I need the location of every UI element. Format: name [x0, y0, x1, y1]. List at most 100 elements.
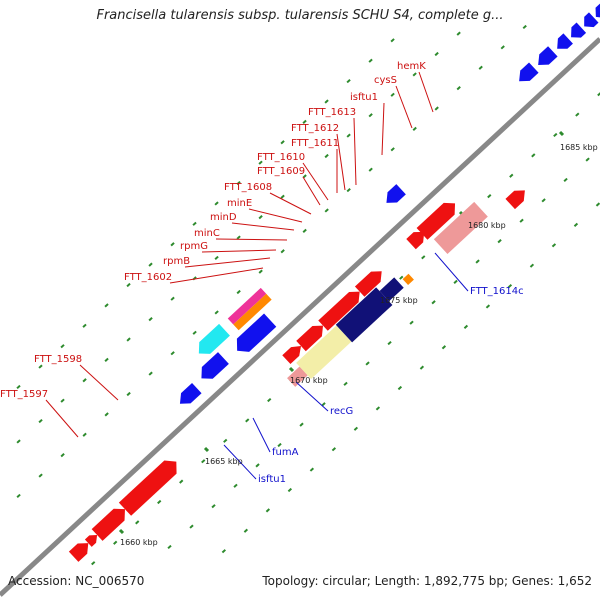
major-tick — [288, 366, 295, 373]
scale-label: 1665 kbp — [205, 457, 243, 466]
gene-label-ftt_1610: FTT_1610 — [257, 152, 305, 163]
minor-tick — [431, 300, 436, 305]
gene-rpmB — [282, 346, 302, 365]
label-leader — [169, 267, 264, 284]
scale-label: 1685 kbp — [560, 143, 598, 152]
gene-recG — [236, 313, 277, 352]
major-tick — [118, 528, 125, 535]
minor-tick — [223, 438, 228, 443]
minor-tick — [522, 24, 527, 30]
minor-tick — [255, 463, 260, 468]
minor-tick — [104, 303, 109, 308]
minor-tick — [265, 508, 271, 513]
gene-label-rpmb: rpmB — [163, 256, 190, 267]
label-leader — [434, 252, 469, 292]
gene-cysS-small — [406, 231, 425, 250]
label-leader — [79, 364, 119, 401]
minor-tick — [104, 412, 109, 417]
minor-tick — [324, 153, 329, 159]
minor-tick — [277, 442, 282, 448]
minor-tick — [485, 304, 491, 309]
map-title: Francisella tularensis subsp. tularensis… — [96, 8, 504, 23]
minor-tick — [390, 38, 395, 43]
minor-tick — [280, 140, 285, 145]
gene-features — [68, 3, 600, 562]
minor-tick — [258, 160, 263, 165]
gene-ftt-1610 — [379, 277, 404, 302]
minor-tick — [375, 406, 381, 411]
label-leader — [215, 238, 288, 241]
minor-tick — [390, 92, 395, 97]
gene-label-ftt_1602: FTT_1602 — [124, 272, 172, 283]
label-leader — [302, 162, 329, 201]
minor-tick — [214, 255, 219, 261]
minor-tick — [113, 540, 118, 545]
minor-tick — [214, 201, 219, 206]
gene-label-mine: minE — [227, 198, 252, 209]
minor-tick — [302, 228, 307, 233]
minor-tick — [453, 279, 458, 284]
label-leader — [353, 117, 357, 186]
minor-tick — [82, 432, 87, 437]
minor-tick — [179, 479, 184, 484]
gene-label-isftu1: isftu1 — [258, 474, 286, 485]
minor-tick — [434, 51, 439, 57]
minor-tick — [324, 99, 329, 104]
gene-right-1 — [538, 46, 558, 65]
gene-fumA — [201, 352, 229, 379]
minor-tick — [38, 418, 43, 424]
minor-tick — [509, 173, 514, 178]
minor-tick — [211, 504, 216, 509]
minor-tick — [60, 398, 65, 403]
minor-tick — [519, 218, 524, 223]
minor-tick — [233, 483, 238, 488]
gene-label-ftt_1614c: FTT_1614c — [470, 286, 524, 297]
minor-tick — [456, 86, 461, 91]
minor-tick — [331, 447, 337, 452]
minor-tick — [170, 296, 175, 301]
minor-tick — [236, 235, 241, 240]
gene-ftt-1597b — [84, 535, 98, 547]
gene-rpmG — [296, 325, 324, 352]
minor-tick — [258, 269, 263, 274]
gene-ftt-1598b — [118, 460, 177, 516]
label-leader — [395, 85, 413, 129]
minor-tick — [346, 78, 351, 84]
gene-fumA-b — [198, 323, 230, 354]
minor-tick — [365, 361, 370, 366]
minor-tick — [409, 320, 414, 325]
minor-tick — [573, 222, 579, 227]
minor-tick — [368, 113, 373, 118]
minor-tick — [368, 58, 373, 63]
gene-ftt-1598 — [91, 508, 125, 541]
gene-label-ftt_1609: FTT_1609 — [257, 166, 305, 177]
major-tick — [558, 130, 565, 137]
minor-tick — [126, 282, 131, 288]
minor-tick — [236, 180, 241, 186]
minor-tick — [287, 487, 293, 493]
label-leader — [381, 102, 385, 156]
minor-tick — [419, 365, 425, 370]
minor-tick — [82, 378, 87, 383]
gene-label-ftt_1597: FTT_1597 — [0, 389, 48, 400]
gene-label-mind: minD — [210, 212, 237, 223]
minor-tick — [157, 499, 162, 505]
minor-tick — [170, 351, 175, 356]
gene-recG-b — [233, 293, 272, 331]
gene-isftu1-fw — [402, 273, 414, 286]
minor-tick — [346, 133, 351, 138]
minor-tick — [563, 177, 568, 183]
minor-tick — [399, 275, 404, 280]
gene-label-ftt_1612: FTT_1612 — [291, 123, 339, 134]
label-leaders — [45, 71, 469, 480]
minor-tick — [500, 45, 505, 50]
gene-label-isftu1: isftu1 — [350, 92, 378, 103]
gene-right-5 — [595, 3, 600, 18]
minor-tick — [258, 215, 263, 220]
minor-tick — [353, 426, 359, 431]
major-tick — [203, 446, 210, 453]
gene-ftt-1602 — [287, 366, 308, 387]
summary-text: Topology: circular; Length: 1,892,775 bp… — [262, 574, 592, 588]
minor-tick — [507, 283, 513, 289]
